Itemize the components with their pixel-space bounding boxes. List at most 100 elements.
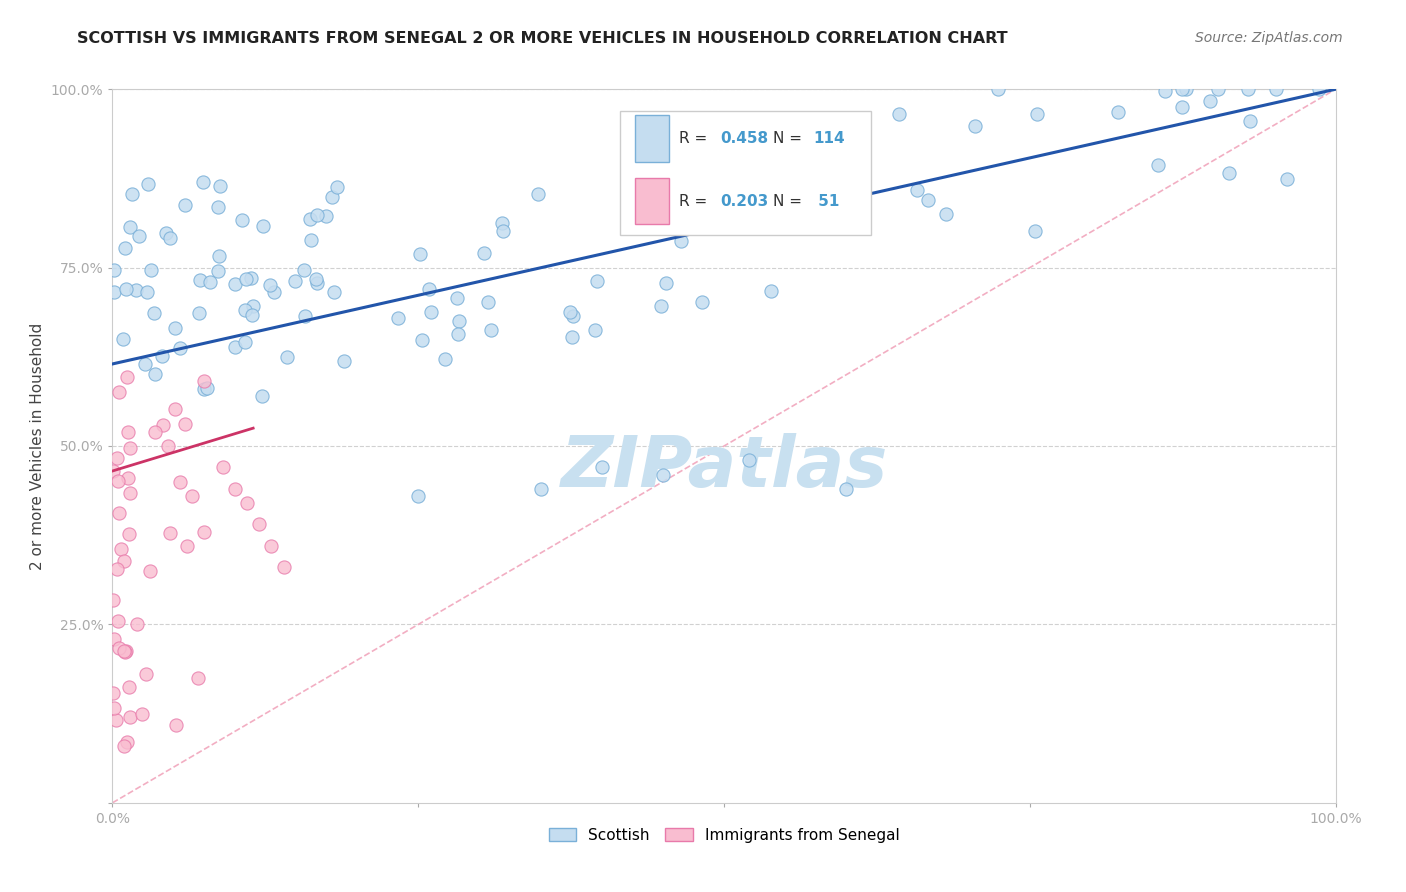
Point <box>138 564 160 578</box>
Point <box>323 285 346 299</box>
Point <box>963 119 986 133</box>
Point <box>652 467 675 482</box>
Point <box>117 471 139 485</box>
Point <box>197 381 219 395</box>
Point <box>1146 158 1168 172</box>
Point <box>562 310 585 324</box>
Point <box>211 460 233 475</box>
Point <box>114 282 136 296</box>
Point <box>169 342 191 356</box>
Point <box>169 475 191 489</box>
Point <box>150 349 173 363</box>
Point <box>447 326 470 341</box>
Point <box>434 351 457 366</box>
Point <box>207 200 229 214</box>
Point <box>591 460 613 475</box>
Point <box>233 302 256 317</box>
Point <box>139 263 162 277</box>
Point <box>224 277 246 292</box>
Point <box>112 332 135 346</box>
Point <box>163 320 186 334</box>
Point <box>737 453 759 467</box>
Point <box>121 186 143 201</box>
Point <box>159 231 181 245</box>
Point <box>1239 114 1261 128</box>
Point <box>307 208 329 222</box>
Point <box>299 233 322 247</box>
Point <box>107 614 129 628</box>
Point <box>103 700 125 714</box>
Point <box>1154 84 1177 98</box>
Point <box>1199 94 1222 108</box>
Point <box>1236 82 1258 96</box>
Point <box>634 179 657 194</box>
Point <box>1308 82 1330 96</box>
Point <box>1174 82 1197 96</box>
Point <box>208 249 231 263</box>
Point <box>935 207 957 221</box>
Point <box>472 246 495 260</box>
Point <box>125 616 148 631</box>
Point <box>118 441 141 455</box>
Point <box>193 382 215 396</box>
Point <box>112 739 135 753</box>
Point <box>174 198 197 212</box>
Point <box>1025 106 1047 120</box>
Point <box>108 506 131 520</box>
Text: ZIPatlas: ZIPatlas <box>561 433 887 502</box>
Point <box>165 401 187 416</box>
Point <box>135 285 157 299</box>
Point <box>325 180 347 194</box>
Text: 51: 51 <box>814 194 839 209</box>
Point <box>690 295 713 310</box>
Point <box>101 685 124 699</box>
Point <box>101 592 124 607</box>
Point <box>112 554 135 568</box>
Point <box>136 177 159 191</box>
Point <box>259 278 281 293</box>
Point <box>114 643 136 657</box>
Point <box>671 234 693 248</box>
Point <box>240 270 263 285</box>
Point <box>110 542 132 557</box>
Point <box>1024 224 1046 238</box>
Text: 114: 114 <box>814 131 845 146</box>
Text: 0.458: 0.458 <box>720 131 769 146</box>
Point <box>107 475 129 489</box>
Point <box>236 496 259 510</box>
Point <box>1171 100 1194 114</box>
Point <box>105 713 128 727</box>
Point <box>298 212 321 227</box>
Point <box>120 219 142 234</box>
Point <box>1208 82 1230 96</box>
Text: 0.203: 0.203 <box>720 194 769 209</box>
Point <box>200 275 222 289</box>
Point <box>273 560 295 574</box>
Point <box>131 706 153 721</box>
Point <box>1107 104 1129 119</box>
Point <box>143 425 166 439</box>
Text: N =: N = <box>773 131 807 146</box>
Point <box>247 517 270 532</box>
Point <box>560 304 582 318</box>
Point <box>305 276 328 290</box>
FancyBboxPatch shape <box>634 115 669 161</box>
Text: R =: R = <box>679 194 711 209</box>
Point <box>207 264 229 278</box>
Text: R =: R = <box>679 131 711 146</box>
Point <box>134 357 156 371</box>
Point <box>156 439 179 453</box>
Point <box>120 709 142 723</box>
Point <box>1264 82 1286 96</box>
Point <box>128 228 150 243</box>
Point <box>117 680 139 694</box>
Point <box>224 482 246 496</box>
Point <box>235 272 257 286</box>
Point <box>108 641 131 656</box>
Point <box>115 735 138 749</box>
Point <box>242 299 264 313</box>
Point <box>561 330 583 344</box>
Point <box>115 370 138 384</box>
Point <box>112 644 135 658</box>
Point <box>333 354 356 368</box>
